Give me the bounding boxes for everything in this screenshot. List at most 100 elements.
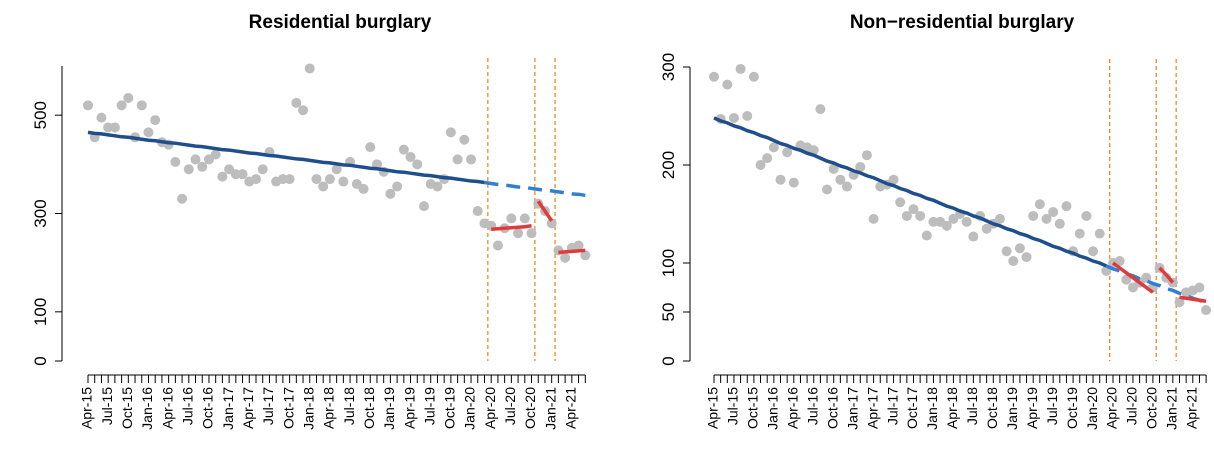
x-tick-label: Jan-17	[844, 387, 860, 430]
data-point	[580, 250, 591, 261]
x-tick-label: Apr-16	[159, 387, 175, 429]
data-point	[304, 63, 315, 74]
data-point	[109, 122, 120, 133]
data-point	[560, 252, 571, 263]
trend-line	[1111, 261, 1154, 294]
x-tick-label: Oct-19	[442, 387, 458, 429]
data-point	[546, 218, 557, 229]
data-point	[445, 127, 456, 138]
x-tick-label: Oct-17	[904, 387, 920, 429]
data-point	[868, 213, 879, 224]
data-point	[1008, 256, 1019, 267]
x-tick-label: Apr-20	[482, 387, 498, 429]
data-point	[994, 213, 1005, 224]
x-tick-label: Oct-15	[119, 387, 135, 429]
data-point	[941, 220, 952, 231]
data-point	[513, 228, 524, 239]
data-point	[1061, 201, 1072, 212]
x-tick-label: Jan-17	[220, 387, 236, 430]
data-point	[197, 161, 208, 172]
data-point	[466, 154, 477, 165]
data-point	[284, 174, 295, 185]
data-point	[1081, 210, 1092, 221]
projection-line	[1105, 264, 1207, 305]
data-point	[921, 230, 932, 241]
x-tick-label: Apr-15	[79, 387, 95, 429]
x-tick-label: Oct-19	[1064, 387, 1080, 429]
x-tick-label: Apr-21	[563, 387, 579, 429]
y-tick-label: 300	[659, 53, 678, 81]
x-tick-label: Jul-16	[804, 387, 820, 425]
x-tick-label: Jan-19	[381, 387, 397, 430]
x-tick-label: Jan-19	[1004, 387, 1020, 430]
data-point	[768, 142, 779, 153]
data-point	[143, 127, 154, 138]
x-tick-label: Jul-20	[502, 387, 518, 425]
x-tick-label: Jul-20	[1124, 387, 1140, 425]
data-point	[755, 160, 766, 170]
data-point	[217, 171, 228, 182]
x-tick-label: Oct-15	[745, 387, 761, 429]
data-point	[1094, 228, 1105, 239]
data-point	[915, 210, 926, 221]
x-tick-label: Apr-20	[1104, 387, 1120, 429]
data-point	[83, 100, 93, 111]
data-point	[573, 240, 584, 251]
x-tick-label: Apr-19	[401, 387, 417, 429]
data-point	[762, 153, 773, 164]
data-point	[183, 164, 194, 175]
data-point	[519, 213, 530, 224]
x-tick-label: Apr-17	[864, 387, 880, 429]
data-point	[855, 161, 866, 172]
data-point	[782, 147, 793, 158]
data-point	[828, 163, 839, 174]
x-tick-label: Apr-17	[240, 387, 256, 429]
x-tick-label: Jan-18	[300, 387, 316, 430]
data-point	[472, 206, 483, 217]
y-tick-label: 100	[31, 298, 50, 326]
trend-line	[491, 224, 532, 231]
data-point	[1048, 207, 1059, 218]
x-tick-label: Jul-15	[99, 387, 115, 425]
data-point	[419, 201, 429, 212]
data-point	[961, 216, 972, 227]
x-tick-label: Jul-19	[421, 387, 437, 425]
trend-line	[558, 248, 586, 255]
y-tick-label: 50	[659, 303, 678, 322]
data-point	[908, 204, 919, 215]
data-point	[358, 183, 369, 194]
data-point	[888, 174, 899, 185]
data-point	[385, 188, 396, 199]
data-point	[722, 79, 733, 90]
data-point	[709, 71, 719, 82]
data-point	[742, 111, 753, 121]
data-point	[324, 174, 335, 185]
x-tick-label: Apr-16	[785, 387, 801, 429]
x-tick-label: Oct-20	[1144, 387, 1160, 429]
data-point	[1201, 305, 1212, 316]
data-point	[452, 154, 463, 165]
data-point	[748, 71, 759, 82]
chart-title: Residential burglary	[249, 12, 432, 33]
y-tick-label: 100	[659, 249, 678, 277]
data-point	[365, 142, 376, 153]
data-point	[1114, 256, 1125, 267]
data-point	[815, 104, 826, 115]
data-point	[291, 97, 302, 108]
trend-line	[87, 130, 485, 185]
data-point	[170, 156, 181, 167]
data-point	[1074, 228, 1085, 239]
x-tick-label: Jan-20	[462, 387, 478, 430]
projection-line	[484, 180, 586, 198]
data-point	[1194, 282, 1205, 293]
data-point	[405, 151, 416, 162]
data-point	[177, 193, 188, 204]
data-point	[331, 164, 342, 175]
data-point	[788, 177, 799, 188]
data-point	[835, 174, 846, 185]
data-point	[775, 174, 786, 185]
x-tick-label: Jan-21	[542, 387, 558, 430]
data-point	[116, 100, 127, 111]
